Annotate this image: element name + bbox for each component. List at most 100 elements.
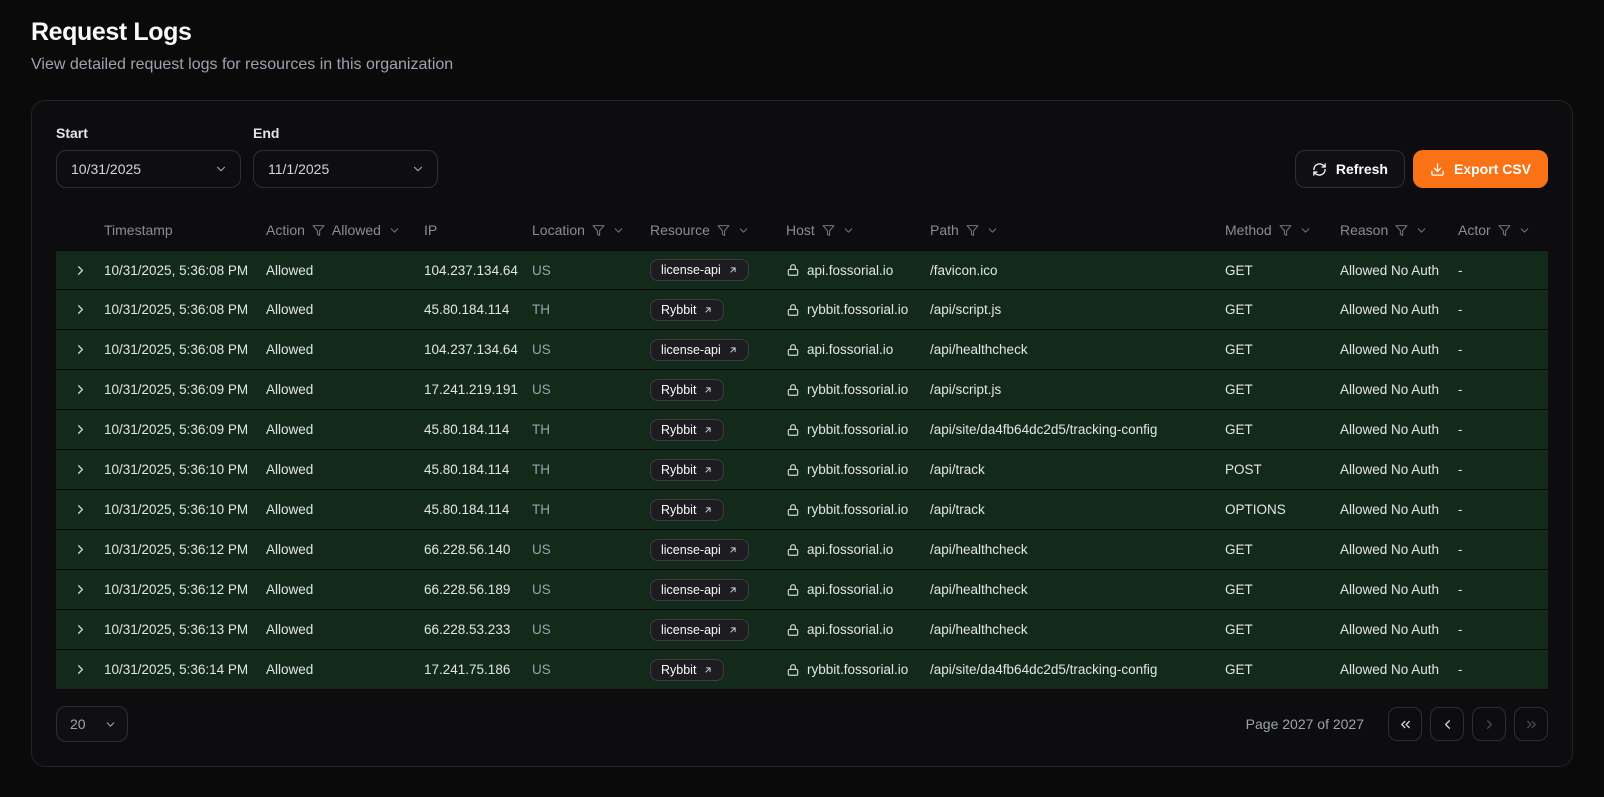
column-header-actor[interactable]: Actor [1458,222,1548,238]
row-expand-chevron-icon[interactable] [73,622,88,637]
cell-location: TH [532,462,650,477]
row-expand-chevron-icon[interactable] [73,582,88,597]
row-expand-chevron-icon[interactable] [73,422,88,437]
chevron-right-icon [1482,717,1497,732]
export-csv-button[interactable]: Export CSV [1413,150,1548,188]
resource-badge-label: Rybbit [661,423,696,437]
resource-badge[interactable]: license-api [650,259,749,281]
cell-host: rybbit.fossorial.io [786,462,930,477]
lock-icon [786,583,800,597]
table-row[interactable]: 10/31/2025, 5:36:10 PM Allowed 45.80.184… [56,450,1548,490]
cell-host: api.fossorial.io [786,582,930,597]
filter-icon[interactable] [1498,224,1511,237]
cell-location: TH [532,302,650,317]
end-date-select[interactable]: 11/1/2025 [253,150,438,188]
column-header-host[interactable]: Host [786,222,930,238]
table-row[interactable]: 10/31/2025, 5:36:09 PM Allowed 17.241.21… [56,370,1548,410]
cell-reason: Allowed No Auth [1340,342,1458,357]
filter-icon[interactable] [1395,224,1408,237]
row-expand-chevron-icon[interactable] [73,542,88,557]
cell-host: api.fossorial.io [786,342,930,357]
lock-icon [786,543,800,557]
host-text: rybbit.fossorial.io [807,302,908,317]
next-page-button[interactable] [1472,707,1506,741]
table-row[interactable]: 10/31/2025, 5:36:08 PM Allowed 104.237.1… [56,330,1548,370]
resource-badge[interactable]: license-api [650,619,749,641]
resource-badge[interactable]: Rybbit [650,659,724,681]
refresh-icon [1312,162,1327,177]
chevron-down-icon[interactable] [986,224,999,237]
chevron-down-icon[interactable] [1299,224,1312,237]
row-expand-chevron-icon[interactable] [73,462,88,477]
chevron-down-icon [214,162,228,176]
column-header-method[interactable]: Method [1225,222,1340,238]
column-header-resource[interactable]: Resource [650,222,786,238]
cell-resource: Rybbit [650,459,786,481]
chevron-down-icon[interactable] [1415,224,1428,237]
column-header-path[interactable]: Path [930,222,1225,238]
cell-method: GET [1225,542,1340,557]
chevron-down-icon[interactable] [842,224,855,237]
filter-icon[interactable] [312,224,325,237]
start-date-select[interactable]: 10/31/2025 [56,150,241,188]
column-header-ip[interactable]: IP [424,222,532,238]
resource-badge[interactable]: license-api [650,339,749,361]
row-expand-chevron-icon[interactable] [73,662,88,677]
resource-badge[interactable]: license-api [650,579,749,601]
cell-reason: Allowed No Auth [1340,662,1458,677]
resource-badge[interactable]: Rybbit [650,419,724,441]
page-title: Request Logs [31,18,1573,47]
cell-timestamp: 10/31/2025, 5:36:12 PM [104,582,266,597]
row-expand-chevron-icon[interactable] [73,382,88,397]
column-header-reason[interactable]: Reason [1340,222,1458,238]
chevron-down-icon[interactable] [1518,224,1531,237]
column-header-action[interactable]: Action Allowed [266,222,424,238]
action-filter-value[interactable]: Allowed [332,222,381,238]
table-row[interactable]: 10/31/2025, 5:36:09 PM Allowed 45.80.184… [56,410,1548,450]
lock-icon [786,423,800,437]
filter-icon[interactable] [592,224,605,237]
cell-path: /api/healthcheck [930,542,1225,557]
filter-icon[interactable] [1279,224,1292,237]
cell-timestamp: 10/31/2025, 5:36:10 PM [104,462,266,477]
resource-badge-label: license-api [661,263,721,277]
first-page-button[interactable] [1388,707,1422,741]
chevron-down-icon[interactable] [388,224,401,237]
cell-timestamp: 10/31/2025, 5:36:14 PM [104,662,266,677]
resource-badge[interactable]: Rybbit [650,499,724,521]
download-icon [1430,162,1445,177]
chevron-down-icon[interactable] [612,224,625,237]
refresh-button[interactable]: Refresh [1295,150,1405,188]
resource-badge[interactable]: Rybbit [650,379,724,401]
row-expand-chevron-icon[interactable] [73,502,88,517]
filter-icon[interactable] [966,224,979,237]
cell-action: Allowed [266,342,424,357]
cell-ip: 104.237.134.64 [424,342,532,357]
row-expand-chevron-icon[interactable] [73,302,88,317]
row-expand-chevron-icon[interactable] [73,263,88,278]
cell-reason: Allowed No Auth [1340,622,1458,637]
table-row[interactable]: 10/31/2025, 5:36:08 PM Allowed 45.80.184… [56,290,1548,330]
prev-page-button[interactable] [1430,707,1464,741]
column-header-location[interactable]: Location [532,222,650,238]
table-row[interactable]: 10/31/2025, 5:36:14 PM Allowed 17.241.75… [56,650,1548,690]
table-row[interactable]: 10/31/2025, 5:36:13 PM Allowed 66.228.53… [56,610,1548,650]
table-row[interactable]: 10/31/2025, 5:36:12 PM Allowed 66.228.56… [56,570,1548,610]
cell-method: GET [1225,263,1340,278]
cell-timestamp: 10/31/2025, 5:36:13 PM [104,622,266,637]
page-size-select[interactable]: 20 [56,706,128,742]
table-row[interactable]: 10/31/2025, 5:36:08 PM Allowed 104.237.1… [56,250,1548,290]
host-text: api.fossorial.io [807,342,893,357]
table-row[interactable]: 10/31/2025, 5:36:12 PM Allowed 66.228.56… [56,530,1548,570]
resource-badge[interactable]: Rybbit [650,299,724,321]
row-expand-chevron-icon[interactable] [73,342,88,357]
filter-icon[interactable] [822,224,835,237]
pagination: Page 2027 of 2027 [1246,707,1548,741]
last-page-button[interactable] [1514,707,1548,741]
table-row[interactable]: 10/31/2025, 5:36:10 PM Allowed 45.80.184… [56,490,1548,530]
column-header-timestamp[interactable]: Timestamp [104,222,266,238]
resource-badge[interactable]: Rybbit [650,459,724,481]
chevron-down-icon[interactable] [737,224,750,237]
resource-badge[interactable]: license-api [650,539,749,561]
filter-icon[interactable] [717,224,730,237]
